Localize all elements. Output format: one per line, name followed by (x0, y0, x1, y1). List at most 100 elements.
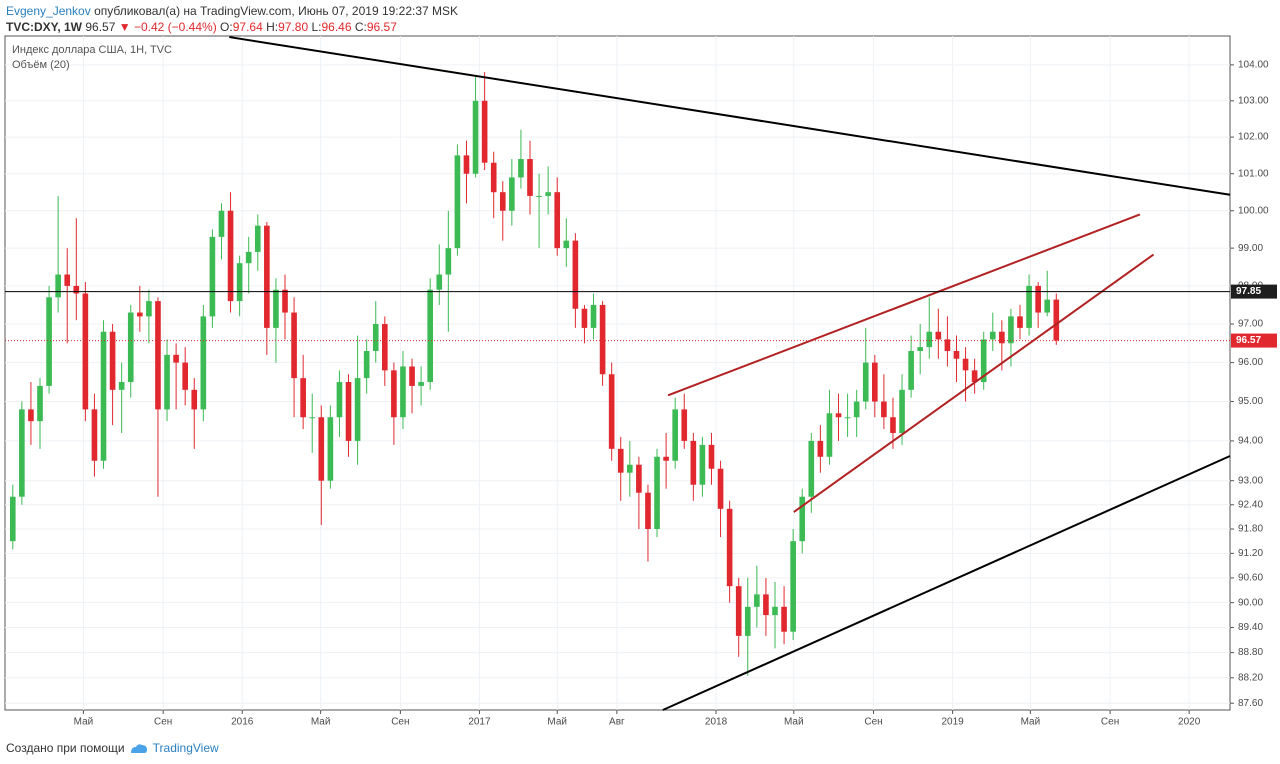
candle-body (681, 409, 688, 441)
y-tick-label: 102.00 (1238, 132, 1269, 143)
y-tick-label: 88.20 (1238, 672, 1263, 683)
candle-body (808, 440, 815, 497)
x-tick-label: 2017 (468, 717, 491, 728)
candle-body (645, 492, 651, 530)
candle-body (64, 274, 71, 286)
candle-body (581, 308, 588, 328)
l-label: L: (311, 20, 322, 34)
candle-body (245, 251, 252, 264)
y-tick-label: 90.00 (1238, 597, 1263, 608)
candle-body (191, 389, 198, 410)
chart: Индекс доллара США, 1H, TVC Объём (20) 1… (4, 35, 1277, 728)
candle-body (100, 331, 107, 461)
candle-body (1044, 299, 1051, 313)
symbol-line: TVC:DXY, 1W 96.57 ▼ −0.42 (−0.44%) O:97.… (6, 20, 397, 34)
candle-body (672, 409, 678, 461)
trend-line (229, 36, 1231, 196)
candle-body (9, 496, 16, 542)
candle-body (273, 289, 279, 328)
c-label: C: (354, 20, 367, 34)
x-tick-label: Сен (391, 717, 409, 728)
last-price: 96.57 (85, 20, 116, 34)
footer-text: Создано при помощи (6, 741, 125, 755)
candle-body (590, 304, 597, 328)
l-value: 96.46 (321, 20, 352, 34)
candle-body (409, 366, 415, 386)
candle-body (236, 263, 243, 302)
plot-frame (4, 35, 1231, 711)
x-tick-label: Май (74, 717, 94, 728)
x-tick-label: 2019 (941, 717, 964, 728)
candle-body (309, 417, 316, 419)
candle-body (980, 339, 987, 383)
x-tick-label: Сен (154, 717, 172, 728)
y-tick-label: 101.00 (1238, 168, 1269, 179)
y-tick-label: 91.80 (1238, 524, 1263, 535)
h-label: H: (266, 20, 279, 34)
candle-body (772, 606, 778, 616)
candle-body (37, 385, 43, 422)
x-tick-label: Май (784, 717, 804, 728)
y-tick-label: 103.00 (1238, 95, 1269, 106)
candle-body (735, 586, 742, 636)
candle-body (890, 417, 896, 434)
candle-body (118, 382, 125, 390)
candle-body (708, 444, 715, 469)
y-tick-label: 95.00 (1238, 396, 1263, 407)
candle-body (490, 162, 497, 193)
candle-body (209, 236, 216, 317)
candle-body (418, 382, 424, 386)
marks (9, 72, 1060, 676)
y-tick-label: 93.00 (1238, 475, 1263, 486)
y-tick-label: 97.00 (1238, 319, 1263, 330)
candle-body (509, 177, 515, 211)
candle-body (282, 289, 288, 313)
candle-body (200, 316, 207, 410)
candle-body (754, 594, 760, 607)
candle-body (826, 413, 833, 457)
candle-body (173, 354, 179, 363)
candle-body (799, 496, 806, 542)
candle-body (953, 350, 960, 359)
candle-body (382, 324, 388, 371)
footer-brand[interactable]: TradingView (152, 741, 219, 755)
candle-body (46, 297, 52, 386)
candle-body (917, 347, 923, 351)
candle-body (763, 594, 769, 616)
candle-body (862, 362, 869, 402)
candle-body (227, 210, 234, 302)
candle-body (218, 210, 225, 237)
candle-body (164, 354, 170, 410)
candle-body (182, 362, 188, 390)
trend-line (662, 455, 1231, 711)
trend-line (793, 253, 1155, 513)
y-tick-label: 89.40 (1238, 622, 1263, 633)
candle-body (935, 331, 942, 340)
candle-body (354, 378, 361, 441)
candle-body (73, 285, 80, 294)
candle-body (699, 444, 706, 485)
candle-body (391, 370, 397, 418)
candle-body (999, 331, 1005, 344)
candle-body (527, 159, 533, 196)
candle-body (663, 456, 669, 461)
change: −0.42 (−0.44%) (133, 20, 217, 34)
c-value: 96.57 (366, 20, 397, 34)
candle-body (1026, 285, 1032, 328)
candle-body (1053, 299, 1060, 341)
author[interactable]: Evgeny_Jenkov (6, 4, 91, 18)
candle-body (19, 409, 25, 497)
last-price-box (1231, 333, 1277, 348)
x-tick-label: Май (547, 717, 567, 728)
candle-body (82, 293, 89, 410)
candle-body (336, 382, 343, 418)
candle-body (971, 370, 978, 383)
y-tick-label: 96.00 (1238, 357, 1263, 368)
candle-body (463, 155, 470, 174)
candle-body (554, 192, 561, 249)
candle-body (55, 274, 61, 298)
y-tick-label: 94.00 (1238, 436, 1263, 447)
x-tick-label: Май (1021, 717, 1041, 728)
candle-body (1035, 285, 1041, 313)
candle-body (481, 100, 488, 163)
